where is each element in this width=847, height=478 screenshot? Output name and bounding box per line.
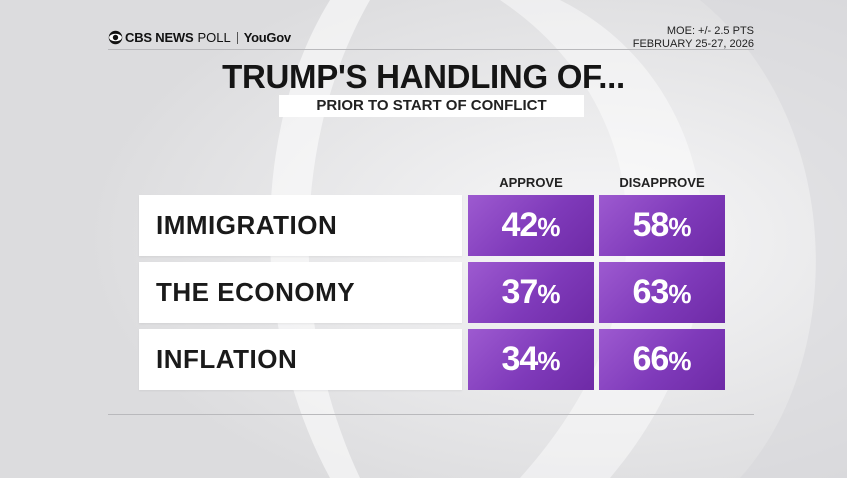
- disapprove-value: 58: [632, 206, 670, 244]
- percent-sign: %: [668, 279, 692, 309]
- table-row: THE ECONOMY 37% 63%: [139, 262, 725, 323]
- approve-value: 37: [501, 273, 539, 311]
- disapprove-value: 66: [632, 340, 670, 378]
- poll-meta: MOE: +/- 2.5 PTS FEBRUARY 25-27, 2026: [633, 25, 754, 51]
- row-label-box: THE ECONOMY: [139, 262, 462, 323]
- brand-partner: YouGov: [243, 30, 291, 45]
- poll-dates: FEBRUARY 25-27, 2026: [632, 38, 754, 50]
- approve-cell: 42%: [468, 195, 594, 256]
- disapprove-cell: 66%: [599, 329, 725, 390]
- percent-sign: %: [668, 346, 692, 376]
- header-rule: [108, 49, 754, 50]
- approve-cell: 37%: [468, 262, 594, 323]
- percent-sign: %: [668, 212, 692, 242]
- approve-cell: 34%: [468, 329, 594, 390]
- chart-title: TRUMP'S HANDLING OF...: [222, 58, 625, 95]
- footer-rule: [108, 414, 754, 415]
- approve-value: 34: [501, 340, 539, 378]
- table-row: IMMIGRATION 42% 58%: [139, 195, 725, 256]
- disapprove-cell: 63%: [599, 262, 725, 323]
- table-row: INFLATION 34% 66%: [139, 329, 725, 390]
- row-label: INFLATION: [156, 344, 298, 374]
- row-label: THE ECONOMY: [156, 277, 356, 307]
- percent-sign: %: [537, 346, 561, 376]
- row-label: IMMIGRATION: [156, 210, 338, 240]
- row-label-box: IMMIGRATION: [139, 195, 462, 256]
- brand-separator: [236, 31, 238, 44]
- column-header-disapprove: DISAPPROVE: [619, 175, 705, 190]
- percent-sign: %: [537, 212, 561, 242]
- percent-sign: %: [537, 279, 561, 309]
- column-header-approve: APPROVE: [499, 175, 563, 190]
- approve-value: 42: [501, 206, 539, 244]
- brand-network: CBS NEWS: [125, 30, 194, 45]
- cbs-eye-icon: [108, 30, 123, 45]
- brand-logo: CBS NEWS POLL YouGov: [108, 30, 291, 45]
- disapprove-value: 63: [632, 273, 670, 311]
- row-label-box: INFLATION: [139, 329, 462, 390]
- brand-poll: POLL: [197, 30, 231, 45]
- chart-subtitle: PRIOR TO START OF CONFLICT: [279, 95, 584, 117]
- margin-of-error: MOE: +/- 2.5 PTS: [666, 25, 754, 37]
- disapprove-cell: 58%: [599, 195, 725, 256]
